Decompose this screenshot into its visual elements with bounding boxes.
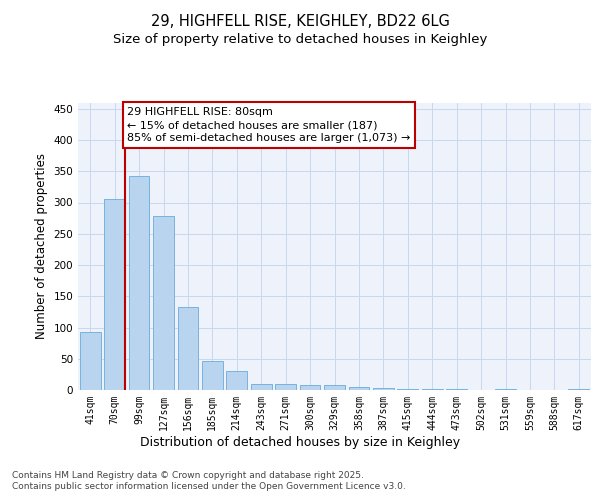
Bar <box>568 389 589 390</box>
Bar <box>80 332 101 390</box>
Bar <box>251 384 272 390</box>
Bar <box>104 200 125 390</box>
Bar <box>349 387 370 390</box>
Bar <box>422 389 443 390</box>
Text: Size of property relative to detached houses in Keighley: Size of property relative to detached ho… <box>113 32 487 46</box>
Bar <box>202 361 223 390</box>
Text: Distribution of detached houses by size in Keighley: Distribution of detached houses by size … <box>140 436 460 449</box>
Bar <box>373 388 394 390</box>
Text: 29, HIGHFELL RISE, KEIGHLEY, BD22 6LG: 29, HIGHFELL RISE, KEIGHLEY, BD22 6LG <box>151 14 449 28</box>
Bar <box>226 371 247 390</box>
Bar <box>128 176 149 390</box>
Bar <box>324 385 345 390</box>
Bar <box>275 384 296 390</box>
Bar <box>299 385 320 390</box>
Y-axis label: Number of detached properties: Number of detached properties <box>35 153 48 340</box>
Bar <box>178 307 199 390</box>
Text: 29 HIGHFELL RISE: 80sqm
← 15% of detached houses are smaller (187)
85% of semi-d: 29 HIGHFELL RISE: 80sqm ← 15% of detache… <box>127 107 410 144</box>
Text: Contains HM Land Registry data © Crown copyright and database right 2025.
Contai: Contains HM Land Registry data © Crown c… <box>12 472 406 490</box>
Bar <box>153 216 174 390</box>
